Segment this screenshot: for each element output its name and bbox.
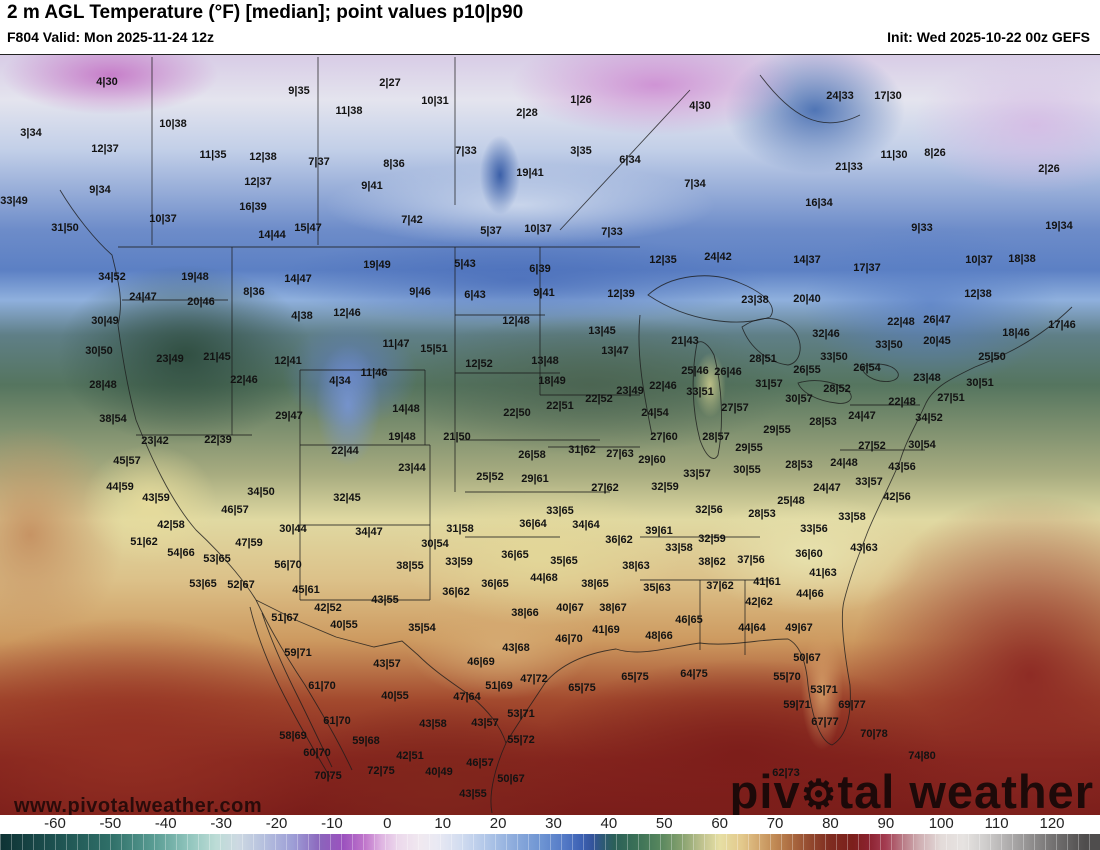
colorbar-tick-label: 70 xyxy=(766,815,784,832)
brand-text-pre: piv xyxy=(729,765,801,818)
valid-time-label: F804 Valid: Mon 2025-11-24 12z xyxy=(7,29,214,45)
colorbar-tick-label: -20 xyxy=(265,815,288,832)
colorbar-tick-label: 10 xyxy=(434,815,452,832)
colorbar-tick-label: -40 xyxy=(154,815,177,832)
colorbar: -60 -50 -40 -30 -20 -10 0 10 20 30 40 50 60 70 80 90 100… xyxy=(0,815,1100,850)
colorbar-tick-label: -60 xyxy=(44,815,66,832)
colorbar-tick-label: 110 xyxy=(984,815,1009,832)
colorbar-tick-label: 20 xyxy=(489,815,507,832)
brand-text-post: tal weather xyxy=(837,765,1094,818)
colorbar-tick-label: 90 xyxy=(877,815,895,832)
brand-logo: piv⚙tal weather xyxy=(730,768,1094,815)
map-borders xyxy=(59,57,1073,814)
colorbar-gradient xyxy=(0,834,1100,850)
colorbar-tick-label: 120 xyxy=(1039,815,1065,832)
colorbar-tick-label: 40 xyxy=(600,815,618,832)
colorbar-tick-label: 100 xyxy=(928,815,954,832)
temperature-map xyxy=(0,54,1100,816)
colorbar-tick-label: -50 xyxy=(99,815,122,832)
colorbar-tick-label: 30 xyxy=(545,815,562,832)
colorbar-tick-label: -10 xyxy=(321,815,343,832)
colorbar-tick-label: 50 xyxy=(655,815,673,832)
page-title: 2 m AGL Temperature (°F) [median]; point… xyxy=(7,2,524,23)
colorbar-tick-label: 0 xyxy=(383,815,392,832)
colorbar-tick-label: 60 xyxy=(711,815,728,832)
init-time-label: Init: Wed 2025-10-22 00z GEFS xyxy=(887,29,1090,45)
header: 2 m AGL Temperature (°F) [median]; point… xyxy=(0,0,1100,55)
colorbar-tick-labels: -60 -50 -40 -30 -20 -10 0 10 20 30 40 50 60 70 80 90 100… xyxy=(0,815,1100,833)
watermark-url: www.pivotalweather.com xyxy=(14,795,263,817)
gear-icon: ⚙ xyxy=(800,773,838,817)
colorbar-tick-label: 80 xyxy=(822,815,839,832)
colorbar-tick-label: -30 xyxy=(210,815,232,832)
